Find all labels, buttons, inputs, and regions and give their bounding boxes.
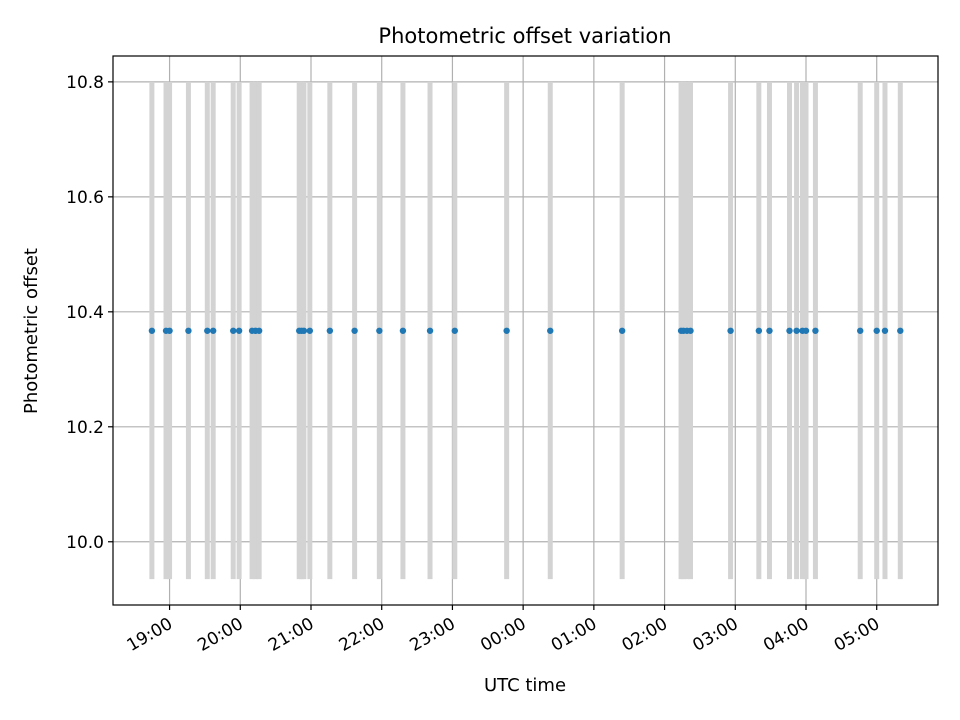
data-point (755, 327, 763, 334)
data-point (857, 327, 864, 334)
data-point (185, 327, 192, 334)
data-point (873, 327, 880, 334)
data-point (881, 327, 889, 334)
data-point (766, 327, 773, 334)
data-point (451, 327, 458, 334)
data-point (812, 327, 819, 334)
chart-title: Photometric offset variation (378, 24, 671, 48)
data-point (209, 327, 217, 334)
y-tick-label: 10.4 (66, 303, 104, 323)
y-tick-label: 10.6 (66, 188, 104, 208)
data-point (399, 327, 407, 334)
y-axis-title: Photometric offset (21, 248, 42, 414)
y-tick-label: 10.8 (66, 73, 104, 93)
data-point (618, 327, 626, 334)
data-point (503, 327, 510, 334)
data-point (148, 327, 156, 334)
data-point (306, 327, 314, 334)
data-point-layer (148, 327, 904, 334)
data-point (897, 327, 904, 334)
data-point (235, 327, 243, 334)
data-point (255, 327, 263, 334)
data-point (547, 327, 554, 334)
data-point (786, 327, 793, 334)
data-point (230, 327, 237, 334)
data-point (351, 327, 358, 334)
data-point (426, 327, 434, 334)
y-tick-label: 10.2 (66, 418, 104, 438)
y-tick-label: 10.0 (66, 533, 104, 553)
data-point (166, 327, 173, 334)
x-axis-title: UTC time (484, 675, 566, 696)
data-point (326, 327, 334, 334)
data-point (793, 327, 800, 334)
data-point (376, 327, 383, 334)
data-point (727, 327, 734, 334)
plot-frame (112, 55, 939, 606)
data-point (687, 327, 694, 334)
data-point (802, 327, 810, 334)
data-point (300, 327, 308, 334)
data-point (204, 327, 211, 334)
